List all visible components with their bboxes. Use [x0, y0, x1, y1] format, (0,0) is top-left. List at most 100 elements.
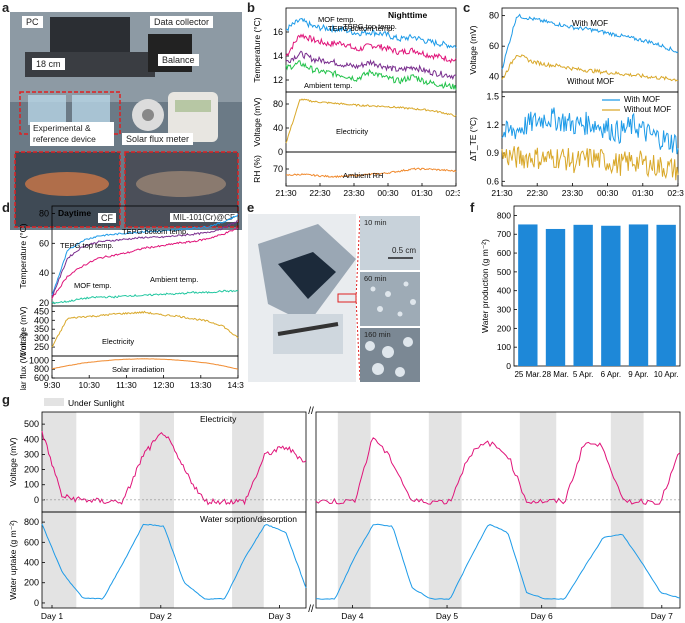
b-label-top: TEPG top temp. [343, 22, 397, 31]
g-sub0-ytick-label: 500 [24, 419, 39, 429]
g-series-1-b [315, 523, 681, 600]
f-xtick-label: 10 Apr. [654, 370, 679, 379]
c-legend2-with: With MOF [624, 95, 660, 104]
d-sub1-ytick-label: 300 [34, 333, 49, 343]
d-sub1-frame [51, 305, 239, 357]
f-ytick-label: 100 [497, 342, 511, 352]
b-sub1-ytick-label: 0 [278, 147, 283, 157]
b-sub0-ytick-label: 12 [273, 75, 283, 85]
b-series-1-0 [285, 98, 457, 144]
b-sub2-ytick-label: 70 [273, 164, 283, 174]
c-sub0-ytick-label: 60 [489, 41, 499, 51]
d-label-top: TEPG top temp. [60, 241, 114, 250]
d-series-2-0 [51, 358, 239, 370]
d-series-0-3 [51, 289, 239, 305]
c-sub1-ytick-label: 1.2 [486, 120, 499, 130]
d-sub2-ylabel: Solar flux (W m⁻²) [18, 333, 28, 390]
g-xtick-label: Day 4 [341, 611, 363, 621]
g-break-mark-top: // [308, 406, 314, 417]
label-balance: Balance [158, 54, 199, 66]
b-xtick-label: 02:30 [445, 188, 460, 198]
d-sub1-ytick-label: 250 [34, 342, 49, 352]
g-sunlight-band [232, 412, 264, 608]
g-sunlight-band [610, 412, 644, 608]
panel-a-letter: a [2, 0, 10, 15]
f-xtick-label: 28 Mar. [542, 370, 569, 379]
panel-g-letter: g [2, 392, 10, 407]
label-18cm: 18 cm [32, 58, 65, 70]
g-sub1-ytick-label: 400 [24, 558, 39, 568]
d-xtick-label: 13:30 [190, 380, 212, 390]
g-xtick-label: Day 2 [150, 611, 172, 621]
b-sub1-ytick-label: 80 [273, 99, 283, 109]
g-break-mark-bottom: // [308, 604, 314, 615]
panel-e-letter: e [247, 200, 255, 215]
f-ytick-label: 400 [497, 286, 511, 296]
chart-panel-b: 12 14 16 Temperature (°C) 0 40 80 Voltage (mV) 7… [252, 7, 460, 198]
g-sub1-ytick-label: 0 [34, 598, 39, 608]
label-cf: CF [98, 213, 116, 223]
d-sub2-ytick-label: 1000 [29, 355, 49, 365]
d-sub2-ytick-label: 600 [34, 373, 49, 383]
b-sub0-ylabel: Temperature (°C) [252, 17, 262, 82]
c-sub0-ytick-label: 80 [489, 11, 499, 21]
d-xtick-label: 14:30 [227, 380, 244, 390]
b-label-bottom: TEPG bottom temp. [328, 24, 394, 33]
c-series-1-0 [501, 107, 679, 155]
g-sub1-frame [41, 511, 307, 609]
g-sub0-ytick-label: 0 [34, 495, 39, 505]
d-xtick-label: 9:30 [44, 380, 61, 390]
b-sub1-ylabel: Voltage (mV) [252, 97, 262, 146]
b-title: Nighttime [388, 10, 427, 20]
g-xtick-label: Day 5 [436, 611, 458, 621]
d-sub1-ytick-label: 400 [34, 315, 49, 325]
d-sub0-ytick-label: 20 [39, 298, 49, 308]
b-xtick-label: 23:30 [343, 188, 365, 198]
f-xtick-label: 9 Apr. [628, 370, 648, 379]
g-sub1-ytick-label: 800 [24, 517, 39, 527]
panel-d-letter: d [2, 200, 10, 215]
c-sub1-ytick-label: 1.5 [486, 92, 499, 102]
b-series-0-0 [285, 33, 457, 64]
d-series-1-0 [51, 310, 239, 348]
d-series-0-0 [51, 214, 239, 296]
panel-a-photo [10, 12, 242, 230]
c-sub1-ylabel: ΔT_TE (°C) [468, 117, 478, 161]
b-sub1-ytick-label: 40 [273, 123, 283, 133]
g-xtick-label: Day 6 [531, 611, 553, 621]
chart-panel-c: 40 60 80 Voltage (mV) 0.6 0.9 1.2 1.5 ΔT_TE (°C)… [468, 7, 684, 198]
f-ytick-label: 500 [497, 267, 511, 277]
c-sub1-ytick-label: 0.6 [486, 176, 499, 186]
chart-panel-f: 0 100 200 300 400 500 600 700 800 25 Mar. 28 Mar. 5… [480, 205, 681, 379]
f-ytick-label: 0 [506, 361, 511, 371]
g-sub0-ylabel: Voltage (mV) [8, 437, 18, 486]
b-xtick-label: 21:30 [275, 188, 297, 198]
d-label-mof: MOF temp. [74, 281, 112, 290]
c-sub0-ytick-label: 40 [489, 72, 499, 82]
d-sub0-ytick-label: 40 [39, 268, 49, 278]
label-60min: 60 min [364, 274, 387, 283]
d-label-bottom: TEPG bottom temp. [122, 227, 188, 236]
g-sunlight-band [42, 412, 77, 608]
d-sub0-ytick-label: 80 [39, 208, 49, 218]
d-xtick-label: 12:30 [153, 380, 175, 390]
d-sub1-ytick-label: 450 [34, 306, 49, 316]
label-data-collector: Data collector [150, 16, 214, 28]
g-series-0-a [41, 430, 307, 506]
b-xtick-label: 01:30 [411, 188, 433, 198]
d-series-0-1 [51, 220, 239, 297]
c-xtick-label: 01:30 [632, 188, 654, 198]
b-xtick-label: 22:30 [309, 188, 331, 198]
label-experimental-device: Experimental & reference device [30, 122, 114, 146]
c-legend-with: With MOF [572, 19, 608, 28]
label-scale: 0.5 cm [392, 246, 417, 255]
chart-panel-g: Under Sunlight 0 100 200 300 400 500 Voltage (m… [8, 398, 681, 621]
c-sub1-frame [501, 91, 679, 187]
d-sub2-frame [51, 355, 239, 379]
f-xtick-label: 6 Apr. [601, 370, 621, 379]
d-sub1-ylabel: Voltage (mV) [18, 306, 28, 355]
b-sub0-ytick-label: 14 [273, 51, 283, 61]
g-sunlight-band [519, 412, 557, 608]
f-ytick-label: 600 [497, 248, 511, 258]
